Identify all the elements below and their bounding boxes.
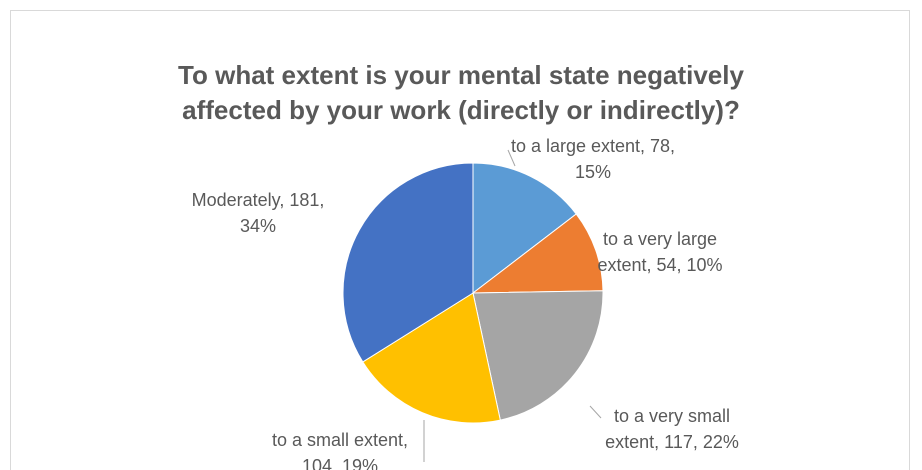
chart-frame [10,10,910,470]
data-label: to a very small extent, 117, 22% [605,406,739,452]
chart-title: To what extent is your mental state nega… [178,60,744,125]
pie-slice [472,290,604,421]
pie-slice [342,162,474,363]
data-label: to a small extent, 104, 19% [271,430,409,470]
data-label: Moderately, 181, 34% [191,190,325,236]
data-label: to a very large extent, 54, 10% [597,229,723,275]
pie-slice [362,292,501,424]
leader-line [507,149,516,167]
pie-slice [472,162,577,295]
pie-slice [471,213,604,294]
data-label: to a large extent, 78, 15% [510,136,676,182]
leader-line [589,405,602,419]
